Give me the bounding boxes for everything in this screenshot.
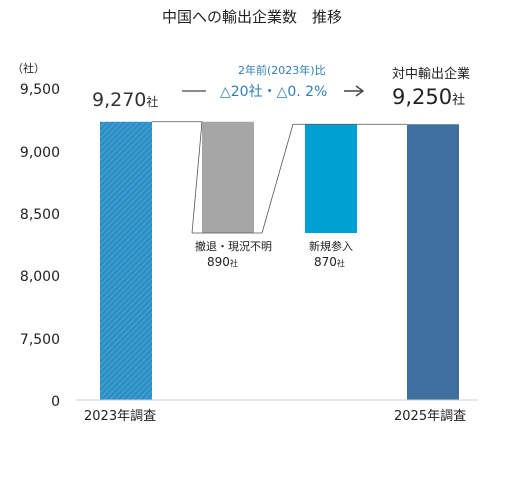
decrease-value-number: 890 (207, 255, 230, 269)
bar-2023 (100, 121, 152, 400)
start-value-suffix: 社 (146, 94, 158, 109)
comparison-value: △20社・△0. 2% (220, 84, 327, 100)
y-tick-label: 8,000 (20, 269, 60, 285)
y-tick-label: 7,500 (20, 332, 60, 348)
y-tick-label: 9,500 (20, 82, 60, 98)
connector-lines (152, 121, 407, 234)
end-series-name: 対中輸出企業 (392, 66, 470, 82)
decrease-value-label: 890社 (207, 255, 238, 269)
y-axis-unit: （社） (12, 61, 45, 75)
increase-value-suffix: 社 (337, 258, 345, 268)
increase-value-label: 870社 (314, 255, 345, 269)
connector-down (191, 121, 203, 234)
category-label-2025: 2025年調査 (394, 409, 466, 424)
bar-decrease (202, 121, 254, 233)
y-tick-label: 9,000 (20, 145, 60, 161)
end-value-label: 9,250社 (392, 85, 465, 109)
bar-2025 (407, 124, 459, 400)
category-label-2023: 2023年調査 (84, 409, 156, 424)
start-value-label: 9,270社 (92, 89, 158, 111)
increase-value-number: 870 (314, 255, 337, 269)
bars-group (100, 121, 459, 400)
comparison-label: 2年前(2023年)比 (238, 63, 326, 77)
comparison-arrow-icon (344, 85, 365, 97)
increase-name: 新規参入 (309, 239, 353, 253)
connector-up (261, 124, 294, 234)
y-tick-label: 8,500 (20, 207, 60, 223)
decrease-name: 撤退・現況不明 (195, 239, 272, 253)
end-value-number: 9,250 (392, 85, 452, 109)
end-value-suffix: 社 (452, 92, 465, 108)
chart-title: 中国への輸出企業数 推移 (162, 8, 342, 26)
y-tick-label: 0 (51, 394, 60, 410)
decrease-value-suffix: 社 (230, 258, 238, 268)
start-value-number: 9,270 (92, 89, 146, 111)
bar-increase (305, 124, 357, 233)
